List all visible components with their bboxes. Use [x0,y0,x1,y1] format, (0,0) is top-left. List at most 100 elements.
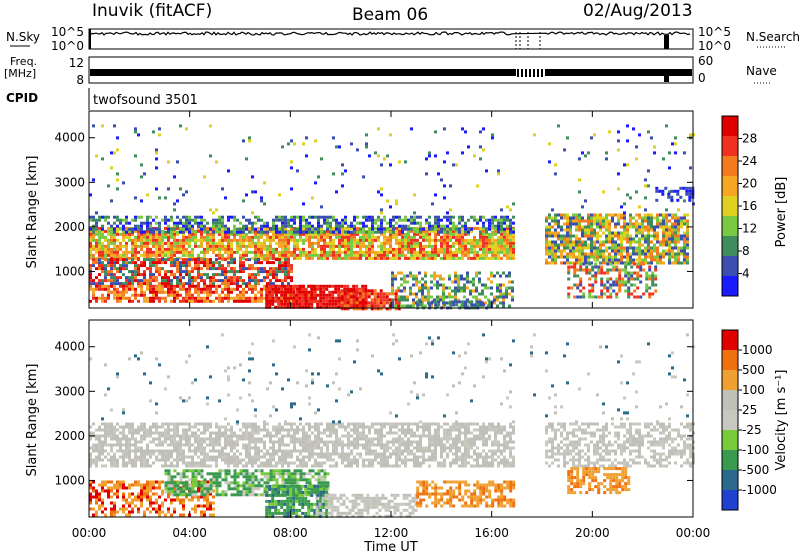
data-cell [350,224,353,228]
data-cell [188,287,191,291]
data-cell [173,446,176,450]
data-cell [212,235,215,239]
data-cell [509,250,512,254]
data-cell [290,139,293,143]
data-cell [101,279,104,283]
data-cell [248,287,251,291]
data-cell [101,215,104,219]
data-cell [609,268,613,272]
data-cell [599,219,602,223]
data-cell [134,253,137,257]
data-cell [347,230,350,234]
data-cell [626,240,629,244]
data-cell [221,434,224,438]
data-cell [185,287,188,291]
data-cell [437,250,440,254]
data-cell [283,302,287,306]
data-cell [194,218,197,222]
data-cell [173,227,176,231]
data-cell [295,284,299,288]
data-cell [400,289,403,293]
data-cell [629,261,632,265]
data-cell [608,252,611,256]
data-cell [224,446,227,450]
data-cell [263,226,266,230]
data-cell [320,253,323,257]
data-cell [422,229,425,233]
data-cell [314,139,317,143]
data-cell [551,240,554,244]
data-cell [221,224,224,228]
data-cell [260,261,263,265]
data-cell [575,243,578,247]
data-cell [635,240,638,244]
data-cell [488,227,491,231]
data-cell [101,446,104,450]
data-cell [320,256,323,260]
data-cell [443,247,446,251]
data-cell [572,213,575,217]
data-cell [424,271,427,275]
data-cell [188,238,191,242]
data-cell [280,287,284,291]
data-cell [491,235,494,239]
freq-gap-mark [541,69,543,77]
data-cell [365,142,368,146]
data-cell [230,279,233,283]
data-cell [371,232,374,236]
data-cell [206,437,209,441]
data-cell [272,282,275,286]
data-cell [260,241,263,245]
data-cell [641,231,644,235]
data-cell [575,258,578,262]
data-cell [308,232,311,236]
data-cell [488,303,492,307]
data-cell [343,301,347,305]
data-cell [424,295,427,299]
data-cell [332,172,335,176]
data-cell [368,241,371,245]
data-cell [167,293,170,297]
data-cell [233,261,236,265]
data-cell [629,213,632,217]
data-cell [233,273,236,277]
data-cell [236,284,239,288]
data-cell [335,218,338,222]
data-cell [302,230,305,234]
data-cell [152,431,155,435]
data-cell [146,253,149,257]
data-cell [428,241,431,245]
data-cell [179,446,182,450]
data-cell [614,213,617,217]
data-cell [197,224,200,228]
data-cell [170,227,173,231]
data-cell [374,253,377,257]
data-cell [344,221,347,225]
data-cell [648,286,652,290]
data-cell [152,461,155,465]
data-cell [104,299,107,303]
data-cell [167,284,170,288]
data-cell [278,267,281,271]
data-cell [364,298,368,302]
data-cell [260,250,263,254]
data-cell [590,261,593,265]
data-cell [611,258,614,262]
data-cell [161,241,164,245]
data-cell [89,276,92,280]
data-cell [188,437,191,441]
data-cell [236,422,239,426]
data-cell [566,237,569,241]
data-cell [578,216,581,220]
data-cell [391,301,394,305]
data-cell [122,273,125,277]
data-cell [158,270,161,274]
data-cell [667,195,671,199]
data-cell [257,299,260,303]
data-cell [668,237,671,241]
data-cell [302,226,305,230]
data-cell [506,238,509,242]
data-cell [176,247,179,251]
data-cell [686,240,689,244]
data-cell [512,232,515,236]
